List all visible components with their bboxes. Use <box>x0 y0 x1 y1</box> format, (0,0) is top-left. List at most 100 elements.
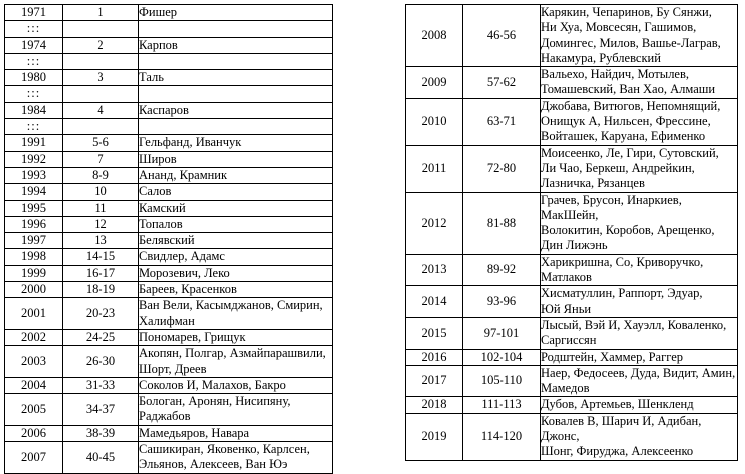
year-cell: 2013 <box>405 253 463 287</box>
rank-cell: 102-104 <box>462 348 541 366</box>
table-row: 2010 63-71 Джобава, Витюгов, Непомнящий, О… <box>405 97 738 146</box>
names-cell: Карякин, Чепаринов, Бу Сянжи, Ни Хуа, Мо… <box>540 3 738 68</box>
names-cell: Свидлер, Адамс <box>138 248 333 266</box>
year-cell: 2001 <box>4 297 63 330</box>
table-row: 1984 4 Каспаров <box>4 101 333 120</box>
year-cell: 2011 <box>405 144 463 193</box>
rank-cell: 26-30 <box>62 345 139 378</box>
table-row: 2017 105-110 Наер, Федосеев, Дуда, Видит, … <box>405 364 738 398</box>
rank-cell: 11 <box>62 199 139 217</box>
table-row: 1980 3 Таль <box>4 69 333 87</box>
table-row: 1995 11 Камский <box>4 199 333 217</box>
names-cell <box>138 85 333 103</box>
table-row: 2018 111-113 Дубов, Артемьев, Шенкленд <box>405 396 738 414</box>
rank-cell: 8-9 <box>62 166 139 185</box>
names-cell: Акопян, Полгар, Азмайпарашвили, Шорт, Др… <box>138 345 333 378</box>
names-cell: Моисеенко, Ле, Гири, Сутовский, Ли Чао, … <box>540 144 738 193</box>
rank-cell: 24-25 <box>62 328 139 347</box>
table-row: 1992 7 Широв <box>4 150 333 168</box>
names-cell <box>138 52 333 71</box>
table-row: 2006 38-39 Мамедьяров, Навара <box>4 424 333 443</box>
names-cell: Мамедьяров, Навара <box>138 424 333 443</box>
year-cell: ::: <box>4 52 63 71</box>
table-row: 2001 20-23 Ван Вели, Касымджанов, Смирин, … <box>4 297 333 330</box>
year-cell: 1992 <box>4 150 63 168</box>
year-cell: 1984 <box>4 101 63 120</box>
rank-cell: 4 <box>62 101 139 120</box>
table-row: 1998 14-15 Свидлер, Адамс <box>4 248 333 266</box>
names-cell: Пономарев, Грищук <box>138 328 333 347</box>
table-row: ::: <box>4 118 333 136</box>
year-cell: 1993 <box>4 166 63 185</box>
right-table-body: 2008 46-56 Карякин, Чепаринов, Бу Сянжи, Н… <box>405 3 738 461</box>
year-cell: 2010 <box>405 97 463 146</box>
year-cell: 2016 <box>405 348 463 366</box>
year-cell: 1995 <box>4 199 63 217</box>
rank-cell: 34-37 <box>62 393 139 426</box>
year-cell: 2005 <box>4 393 63 426</box>
table-row: 2013 89-92 Харикришна, Со, Криворучко, Мат… <box>405 253 738 287</box>
year-cell: 1991 <box>4 134 63 152</box>
names-cell <box>138 118 333 136</box>
table-row: 2014 93-96 Хисматуллин, Раппорт, Эдуар, Юй… <box>405 285 738 318</box>
year-cell: 2006 <box>4 424 63 443</box>
table-row: 1996 12 Топалов <box>4 215 333 234</box>
rank-cell <box>62 52 139 71</box>
year-cell: 1980 <box>4 69 63 87</box>
rank-cell: 31-33 <box>62 376 139 395</box>
rank-cell: 2 <box>62 36 139 54</box>
rank-cell: 89-92 <box>462 253 541 287</box>
rank-cell: 105-110 <box>462 364 541 398</box>
table-row: 1971 1 Фишер <box>4 3 333 22</box>
rank-cell: 1 <box>62 3 139 22</box>
rank-cell: 57-62 <box>462 66 541 99</box>
names-cell: Ковалев В, Шарич И, Адибан, Джонс, Шонг,… <box>540 412 738 461</box>
rank-cell: 5-6 <box>62 134 139 152</box>
names-cell: Бареев, Красенков <box>138 281 333 299</box>
table-row: 2008 46-56 Карякин, Чепаринов, Бу Сянжи, Н… <box>405 3 738 68</box>
left-ranking-table: 1971 1 Фишер::: 1974 2 Карпов::: 1980 3 Таль::: 1… <box>4 3 333 474</box>
rank-cell: 93-96 <box>462 285 541 318</box>
names-cell: Таль <box>138 69 333 87</box>
rank-cell <box>62 118 139 136</box>
table-row: 2005 34-37 Бологан, Аронян, Нисипяну, Радж… <box>4 393 333 426</box>
names-cell: Морозевич, Леко <box>138 264 333 283</box>
year-cell: 1999 <box>4 264 63 283</box>
rank-cell: 18-19 <box>62 281 139 299</box>
rank-cell: 16-17 <box>62 264 139 283</box>
names-cell: Топалов <box>138 215 333 234</box>
rank-cell: 81-88 <box>462 191 541 255</box>
table-row: 2016 102-104 Родштейн, Хаммер, Раггер <box>405 348 738 366</box>
table-row: ::: <box>4 20 333 38</box>
table-row: ::: <box>4 52 333 71</box>
names-cell: Наер, Федосеев, Дуда, Видит, Амин, Мамед… <box>540 364 738 398</box>
year-cell: 1971 <box>4 3 63 22</box>
names-cell: Хисматуллин, Раппорт, Эдуар, Юй Яньи <box>540 285 738 318</box>
rank-cell: 13 <box>62 232 139 250</box>
table-row: 1999 16-17 Морозевич, Леко <box>4 264 333 283</box>
year-cell: 2015 <box>405 316 463 350</box>
year-cell: 2019 <box>405 412 463 461</box>
left-table-body: 1971 1 Фишер::: 1974 2 Карпов::: 1980 3 Таль::: 1… <box>4 3 333 474</box>
year-cell: 1974 <box>4 36 63 54</box>
year-cell: 1994 <box>4 183 63 201</box>
rank-cell: 14-15 <box>62 248 139 266</box>
table-row: 2004 31-33 Соколов И, Малахов, Бакро <box>4 376 333 395</box>
names-cell: Карпов <box>138 36 333 54</box>
year-cell: 2004 <box>4 376 63 395</box>
table-row: 2019 114-120 Ковалев В, Шарич И, Адибан, Д… <box>405 412 738 461</box>
year-cell: 2002 <box>4 328 63 347</box>
rank-cell: 111-113 <box>462 396 541 414</box>
names-cell: Соколов И, Малахов, Бакро <box>138 376 333 395</box>
rank-cell: 38-39 <box>62 424 139 443</box>
rank-cell: 7 <box>62 150 139 168</box>
names-cell: Ван Вели, Касымджанов, Смирин, Халифман <box>138 297 333 330</box>
year-cell: 1996 <box>4 215 63 234</box>
rank-cell: 20-23 <box>62 297 139 330</box>
year-cell: ::: <box>4 85 63 103</box>
table-row: ::: <box>4 85 333 103</box>
right-ranking-table: 2008 46-56 Карякин, Чепаринов, Бу Сянжи, Н… <box>405 3 738 461</box>
rank-cell: 40-45 <box>62 441 139 474</box>
rank-cell: 72-80 <box>462 144 541 193</box>
names-cell: Фишер <box>138 3 333 22</box>
